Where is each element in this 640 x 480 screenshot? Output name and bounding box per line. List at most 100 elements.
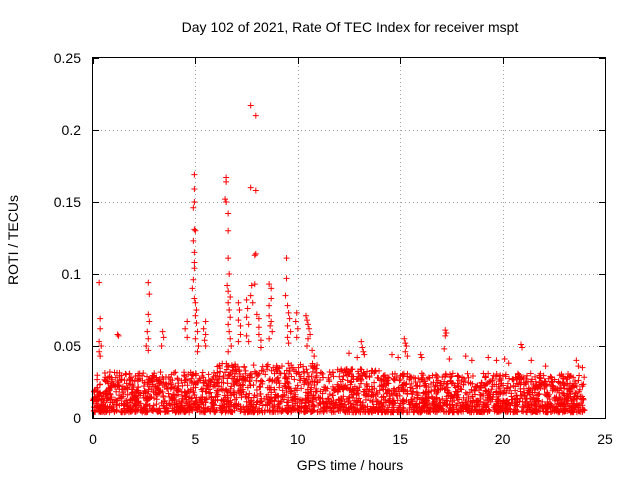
data-point: [427, 408, 434, 415]
data-point: [264, 363, 271, 370]
data-point: [118, 386, 125, 393]
data-point: [255, 331, 262, 338]
data-point: [329, 369, 336, 376]
data-point: [104, 407, 111, 414]
data-point: [572, 404, 579, 411]
data-point: [191, 226, 198, 233]
data-point: [486, 407, 493, 414]
data-point: [364, 368, 371, 375]
data-point: [224, 282, 231, 289]
data-point: [537, 370, 544, 377]
data-point: [279, 387, 286, 394]
data-point: [396, 377, 403, 384]
data-point: [407, 401, 414, 408]
data-point: [287, 328, 294, 335]
data-point: [299, 397, 306, 404]
data-point: [422, 396, 429, 403]
data-point: [346, 408, 353, 415]
data-point: [144, 328, 151, 335]
data-point: [150, 389, 157, 396]
data-point: [404, 353, 411, 360]
data-point: [567, 403, 574, 410]
data-point: [330, 373, 337, 380]
data-point: [360, 369, 367, 376]
data-point: [365, 408, 372, 415]
data-point: [237, 331, 244, 338]
data-point: [228, 392, 235, 399]
data-point: [570, 384, 577, 391]
data-point: [420, 402, 427, 409]
data-point: [454, 372, 461, 379]
data-point: [192, 312, 199, 319]
data-point: [192, 384, 199, 391]
data-point: [502, 407, 509, 414]
data-point: [129, 395, 136, 402]
data-point: [149, 378, 156, 385]
data-point: [97, 325, 104, 332]
data-point: [241, 363, 248, 370]
data-point: [547, 404, 554, 411]
data-point: [292, 318, 299, 325]
data-point: [545, 375, 552, 382]
data-point: [245, 321, 252, 328]
data-point: [124, 391, 131, 398]
data-point: [473, 383, 480, 390]
data-point: [102, 390, 109, 397]
data-point: [435, 377, 442, 384]
data-point: [199, 388, 206, 395]
data-point: [139, 372, 146, 379]
data-point: [546, 381, 553, 388]
data-point: [143, 343, 150, 349]
data-point: [190, 237, 197, 244]
data-point: [340, 402, 347, 409]
data-point: [246, 407, 253, 414]
data-point: [309, 408, 316, 415]
data-point: [199, 396, 206, 403]
data-point: [268, 389, 275, 396]
data-point: [514, 396, 521, 403]
data-point: [557, 395, 564, 402]
data-point: [262, 401, 269, 408]
data-point: [233, 378, 240, 385]
data-point: [344, 385, 351, 392]
data-point: [454, 380, 461, 387]
data-point: [285, 309, 292, 316]
data-point: [528, 401, 535, 408]
data-point: [573, 389, 580, 396]
data-point: [484, 380, 491, 387]
data-point: [447, 404, 454, 411]
data-point: [137, 389, 144, 396]
data-point: [134, 395, 141, 402]
data-point: [260, 368, 267, 375]
data-point: [400, 373, 407, 380]
data-point: [146, 402, 153, 409]
data-point: [158, 343, 165, 349]
data-point: [340, 372, 347, 379]
data-point: [251, 281, 258, 288]
data-point: [266, 281, 273, 288]
data-point: [252, 250, 259, 257]
data-point: [485, 370, 492, 377]
y-tick-label: 0: [73, 410, 81, 426]
data-point: [495, 395, 502, 402]
data-point: [153, 377, 160, 384]
data-point: [227, 294, 234, 301]
data-point: [230, 379, 237, 386]
data-point: [167, 380, 174, 387]
data-point: [320, 374, 327, 381]
data-point: [115, 382, 122, 389]
data-point: [189, 285, 196, 292]
data-point: [294, 387, 301, 394]
data-point: [128, 391, 135, 398]
data-point: [484, 401, 491, 408]
data-point: [442, 327, 449, 334]
data-point: [250, 394, 257, 401]
data-point: [476, 406, 483, 413]
x-tick-label: 10: [290, 431, 306, 447]
data-point: [156, 405, 163, 412]
data-point: [191, 295, 198, 302]
data-point: [490, 372, 497, 379]
data-point: [545, 393, 552, 400]
data-point: [408, 396, 415, 403]
data-point: [449, 398, 456, 405]
